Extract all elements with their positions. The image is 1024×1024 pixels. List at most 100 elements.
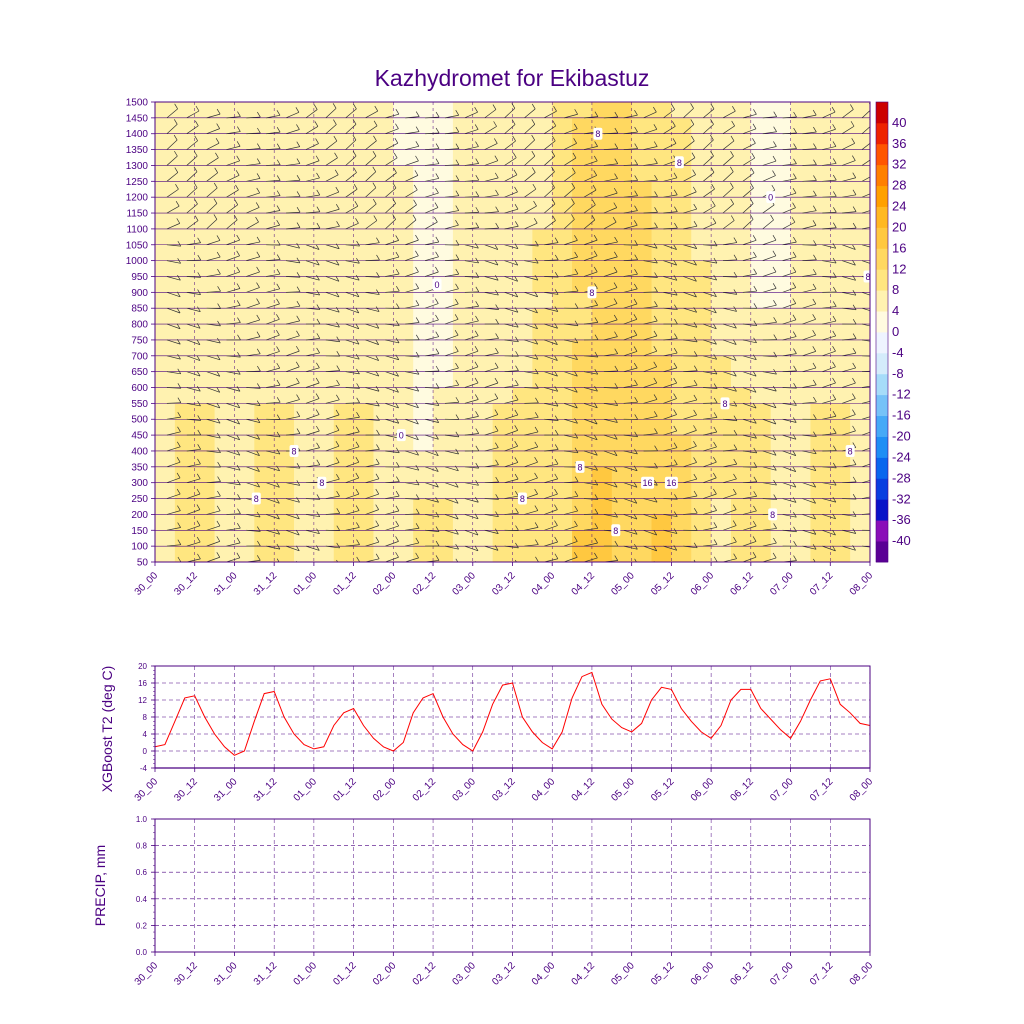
wind-barb <box>425 529 440 532</box>
colorbar-swatch <box>876 394 888 417</box>
wind-barb-flag <box>873 525 876 530</box>
wind-barb-flag <box>571 182 576 189</box>
temperature-cell <box>830 260 851 277</box>
wind-barb-flag <box>376 272 380 278</box>
wind-barb-flag <box>674 318 678 325</box>
temperature-cell <box>730 149 752 166</box>
contour-label-box <box>317 476 327 489</box>
wind-barb <box>206 113 221 119</box>
wind-barb-flag <box>315 138 319 144</box>
wind-barb-flag <box>256 266 260 273</box>
wind-barb <box>683 339 698 343</box>
wind-barb <box>325 399 340 404</box>
wind-barb-flag <box>812 283 817 290</box>
wind-barb-flag <box>435 417 440 423</box>
wind-barb-flag <box>832 124 836 130</box>
temperature-cell <box>532 260 553 277</box>
wind-barb <box>603 336 618 341</box>
wind-barb <box>583 498 598 500</box>
wind-barb-flag <box>197 91 200 96</box>
wind-barb <box>703 339 717 345</box>
wind-barb <box>762 175 776 182</box>
temperature-cell <box>274 149 295 166</box>
temperature-cell <box>730 339 752 357</box>
wind-barb-flag <box>435 298 439 304</box>
wind-barb-flag <box>197 415 202 421</box>
temperature-cell <box>730 244 752 262</box>
temperature-cell <box>572 197 593 214</box>
contour-label: 8 <box>319 478 324 488</box>
temperature-cell <box>274 466 295 484</box>
wind-barb-flag <box>316 333 321 339</box>
wind-barb-flag <box>356 258 360 264</box>
wind-barb <box>842 102 843 103</box>
wind-barb <box>206 481 221 484</box>
wind-barb-flag <box>873 491 876 496</box>
wind-barb-flag <box>494 377 499 384</box>
wind-barb <box>484 211 499 214</box>
wind-barb <box>564 510 578 515</box>
wind-barb-flag <box>255 202 260 208</box>
wind-barb <box>504 244 519 250</box>
wind-barb <box>663 160 677 166</box>
temperature-cell <box>591 450 613 468</box>
wind-barb <box>842 338 857 341</box>
wind-barb-flag <box>256 236 261 243</box>
wind-barb-flag <box>673 377 678 384</box>
wind-barb-flag <box>614 173 618 179</box>
temperature-cell <box>810 450 831 468</box>
temperature-cell <box>274 450 295 468</box>
wind-barb-flag <box>177 275 181 281</box>
temperature-cell <box>810 466 831 484</box>
wind-barb-flag <box>872 410 875 415</box>
wind-barb <box>186 102 188 103</box>
temperature-cell <box>413 165 434 182</box>
wind-barb-flag <box>613 202 618 208</box>
wind-barb-flag <box>315 244 320 250</box>
wind-barb-flag <box>813 396 817 403</box>
wind-barb <box>464 366 479 372</box>
time-tick-label: 08_00 <box>848 776 876 804</box>
time-tick-label: 06_00 <box>689 960 717 988</box>
wind-barb-flag <box>753 433 757 439</box>
temperature-cell <box>552 387 573 404</box>
wind-barb <box>742 556 757 562</box>
wind-barb-flag <box>495 494 499 500</box>
wind-barb-flag <box>732 520 737 526</box>
wind-barb <box>305 244 320 250</box>
wind-barb-flag <box>634 109 638 116</box>
wind-barb-flag <box>812 298 817 305</box>
temperature-cell <box>691 260 712 277</box>
wind-barb <box>703 222 717 230</box>
wind-barb-flag <box>216 552 221 558</box>
wind-barb-flag <box>396 286 400 292</box>
wind-barb <box>822 320 837 325</box>
wind-barb <box>444 148 459 150</box>
wind-barb <box>186 509 201 515</box>
wind-barb <box>305 109 318 119</box>
wind-barb <box>226 542 241 547</box>
wind-barb-flag <box>236 402 241 409</box>
wind-barb-flag <box>552 215 556 221</box>
temperature-cell <box>393 197 414 214</box>
colorbar-label: 0 <box>892 324 899 339</box>
wind-barb <box>484 367 499 372</box>
temperature-cell <box>830 276 851 293</box>
temperature-cell <box>472 530 494 547</box>
wind-barb <box>583 322 598 325</box>
time-axis: 30_00 30_12 31_00 31_12 01_00 01_12 02_00 02_12… <box>133 562 875 598</box>
temperature-cell <box>433 498 454 515</box>
wind-barb-flag <box>236 434 240 440</box>
time-tick-label: 02_00 <box>371 960 399 988</box>
wind-barb <box>822 433 837 436</box>
wind-barb <box>385 187 397 198</box>
time-tick-label: 31_12 <box>252 776 280 804</box>
wind-barb <box>544 323 558 329</box>
temperature-cell <box>353 213 374 230</box>
colorbar-label: 8 <box>892 282 899 297</box>
height-tick-label: 1350 <box>126 145 149 156</box>
wind-barb <box>623 164 638 166</box>
wind-barb-flag <box>336 525 341 531</box>
wind-barb-flag <box>415 479 420 486</box>
wind-barb-flag <box>375 520 380 526</box>
